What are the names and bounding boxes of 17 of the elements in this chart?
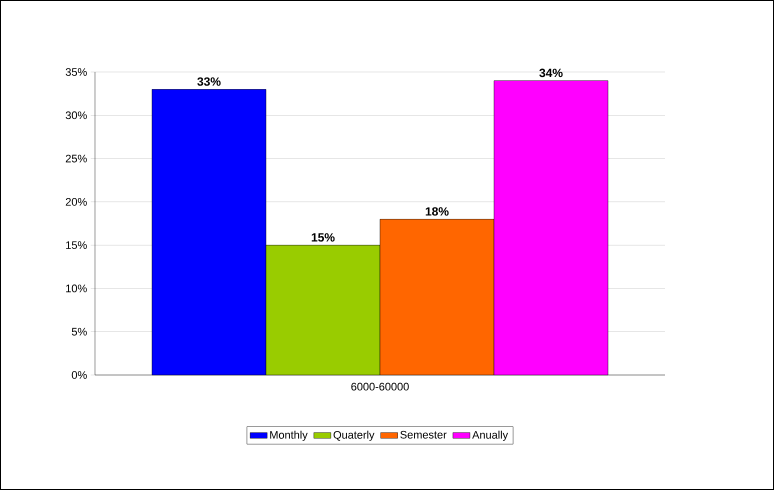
legend-label: Monthly <box>270 430 308 441</box>
y-tick-label: 15% <box>66 241 87 249</box>
data-label: 33% <box>197 77 221 86</box>
y-tick-label: 20% <box>66 198 87 206</box>
data-label: 15% <box>312 233 335 242</box>
y-tick-label: 5% <box>72 328 87 336</box>
y-tick-label: 35% <box>66 68 87 76</box>
y-tick-label: 30% <box>66 111 87 120</box>
y-tick-label: 10% <box>66 284 87 292</box>
legend-label: Anually <box>472 430 508 441</box>
y-tick-label: 25% <box>66 154 87 162</box>
y-tick-label: 0% <box>72 371 87 379</box>
data-label: 34% <box>539 68 563 78</box>
x-tick-label: 6000-60000 <box>351 382 409 391</box>
legend-label: Quaterly <box>334 430 374 441</box>
data-label: 18% <box>426 207 449 216</box>
legend-label: Semester <box>400 430 447 439</box>
